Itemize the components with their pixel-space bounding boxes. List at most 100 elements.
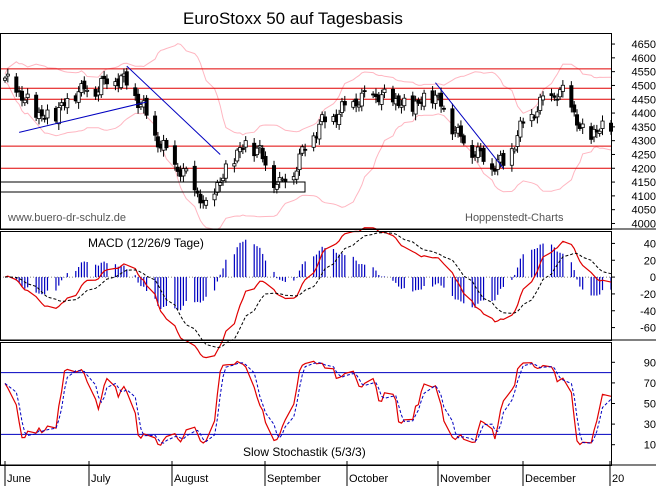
price-tick-label: 4600 — [632, 53, 656, 65]
candle-body — [5, 73, 10, 77]
candle — [475, 142, 480, 163]
candle-body — [575, 114, 580, 126]
candle-body — [3, 77, 8, 81]
candle-body — [272, 165, 277, 188]
candle-body — [25, 93, 30, 98]
trendline — [126, 65, 221, 155]
candle-body — [232, 163, 237, 167]
candle-body — [354, 98, 359, 107]
macd-tick-label: -20 — [640, 289, 656, 301]
candle — [25, 88, 30, 105]
candle — [390, 85, 395, 107]
candle — [490, 158, 495, 176]
candle-body — [204, 199, 209, 206]
price-tick-label: 4200 — [632, 163, 656, 175]
candle — [439, 87, 444, 113]
candle-body — [155, 136, 160, 148]
trendlines — [19, 65, 504, 169]
trendline — [19, 101, 147, 133]
candlesticks — [3, 67, 614, 209]
panel-frames — [0, 33, 656, 466]
candle — [99, 75, 104, 98]
candle — [22, 97, 27, 106]
candle-body — [569, 85, 574, 108]
lower-band — [4, 81, 612, 230]
candle — [65, 93, 70, 114]
stoch-tick-label: 70 — [644, 378, 656, 390]
candle — [597, 128, 602, 137]
candle-body — [104, 78, 109, 85]
candle — [382, 84, 387, 99]
candle-body — [535, 111, 540, 118]
trendline — [435, 82, 504, 169]
month-label: September — [267, 473, 321, 485]
candle — [192, 160, 197, 197]
candle-body — [396, 95, 401, 106]
candle-body — [592, 128, 597, 138]
candle-body — [218, 182, 223, 186]
candle-body — [492, 168, 497, 172]
candle — [153, 110, 158, 142]
price-tick-label: 4100 — [632, 191, 656, 203]
candle — [155, 131, 160, 153]
price-tick-label: 4650 — [632, 39, 656, 51]
price-tick-label: 4250 — [632, 149, 656, 161]
watermark-right: Hoppenstedt-Charts — [465, 212, 564, 224]
candle — [212, 188, 217, 207]
stochastic-lines — [4, 360, 612, 446]
candle — [359, 88, 364, 112]
candle — [198, 189, 203, 209]
candle-body — [390, 88, 395, 103]
candle-body — [317, 123, 322, 140]
candle — [303, 143, 308, 157]
macd-lines — [4, 227, 612, 359]
month-label: June — [7, 473, 31, 485]
candle-body — [19, 90, 24, 101]
candle-body — [255, 147, 260, 156]
candle — [82, 76, 87, 95]
candle-body — [501, 153, 506, 166]
candle-body — [257, 145, 262, 148]
candle — [45, 104, 50, 125]
candle — [283, 173, 288, 189]
candle-body — [184, 168, 189, 172]
candle — [243, 136, 248, 153]
price-tick-label: 4500 — [632, 80, 656, 92]
candle — [235, 148, 240, 164]
candle-body — [192, 165, 197, 191]
candle — [495, 154, 500, 176]
candle-body — [76, 91, 81, 103]
candle-body — [470, 145, 475, 158]
month-label: December — [525, 473, 576, 485]
candle-body — [495, 158, 500, 170]
candle-body — [153, 115, 158, 136]
candle — [260, 145, 265, 163]
candle — [136, 89, 141, 114]
macd-signal-line — [4, 232, 612, 349]
candle-body — [458, 125, 463, 137]
candle-body — [235, 149, 240, 162]
candle — [592, 124, 597, 143]
candle-body — [339, 101, 344, 113]
candle-body — [133, 87, 138, 96]
candle — [218, 177, 223, 192]
candle — [492, 165, 497, 175]
candle-body — [124, 71, 129, 86]
candle — [274, 180, 279, 194]
price-tick-label: 4000 — [632, 218, 656, 230]
candle — [535, 106, 540, 124]
candle — [379, 89, 384, 111]
candle-body — [221, 177, 226, 181]
candle-body — [433, 94, 438, 104]
candle — [133, 83, 138, 101]
candle — [119, 73, 124, 90]
candle-body — [515, 135, 520, 147]
candle — [124, 67, 129, 90]
price-tick-label: 4450 — [632, 94, 656, 106]
candle — [14, 73, 19, 97]
stochastic-d-line — [4, 362, 612, 444]
upper-band — [4, 43, 612, 136]
candle-body — [359, 92, 364, 107]
candle-body — [14, 76, 19, 93]
